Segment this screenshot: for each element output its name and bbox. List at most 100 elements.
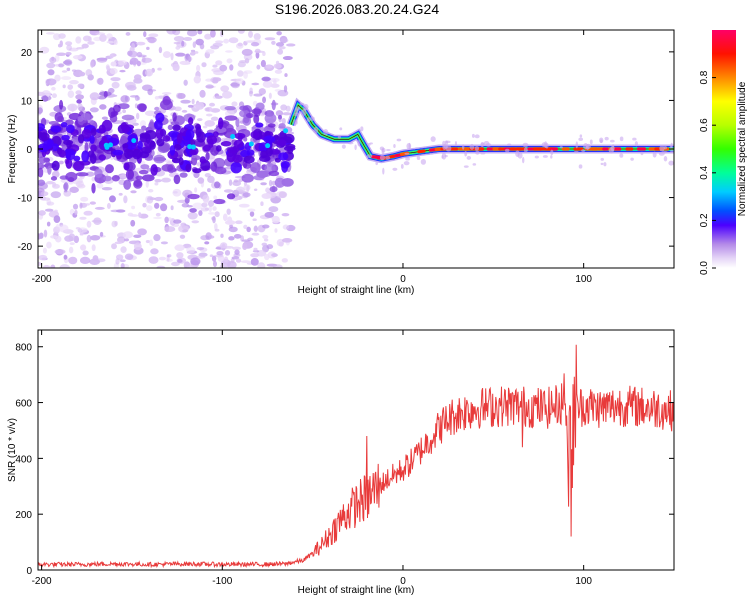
ridge-scatter (347, 141, 354, 145)
noise-blob (145, 180, 149, 188)
ridge-scatter (294, 108, 299, 115)
noise-core-blob (213, 127, 227, 133)
noise-blob (83, 210, 93, 216)
noise-blob (235, 78, 244, 85)
noise-blob (164, 226, 172, 233)
colorbar-tick-label: 0.4 (699, 165, 710, 179)
noise-blob (106, 40, 114, 44)
noise-core-blob (141, 125, 147, 131)
noise-blob (203, 200, 209, 204)
snr-y-axis: 0 200 400 600 800 (15, 343, 674, 577)
noise-blob (183, 36, 193, 41)
noise-blob (85, 171, 95, 177)
ridge-scatter (303, 103, 309, 111)
noise-peak-blob (237, 134, 243, 142)
noise-blob (212, 206, 217, 211)
noise-blob (219, 64, 228, 72)
noise-peak-blob (255, 122, 264, 128)
ridge-scatter (404, 152, 410, 155)
ridge-scatter (366, 154, 373, 159)
noise-blob (249, 211, 255, 217)
noise-blob (164, 216, 169, 224)
ridge-scatter (670, 142, 673, 149)
noise-blob (191, 98, 195, 105)
noise-blob (127, 50, 133, 57)
ridge-scatter (295, 120, 298, 125)
spectrogram-y-tick-label: 20 (21, 48, 33, 59)
noise-blob (79, 202, 83, 209)
noise-core-blob (108, 107, 116, 119)
noise-peak-blob (199, 156, 206, 164)
noise-blob (279, 38, 289, 43)
noise-blob (262, 96, 267, 104)
figure-title: S196.2026.083.20.24.G24 (275, 1, 439, 17)
noise-blob (212, 42, 223, 47)
noise-blob (236, 70, 244, 77)
noise-blob (96, 57, 108, 63)
ridge-scatter (523, 147, 528, 153)
noise-peak-blob (65, 148, 76, 161)
noise-blob (62, 84, 66, 89)
noise-blob (251, 82, 260, 86)
noise-blob (99, 104, 107, 110)
noise-blob (194, 187, 198, 193)
noise-blob (68, 233, 76, 242)
ridge-scatter (386, 148, 391, 152)
noise-peak-blob (171, 157, 181, 164)
noise-blob (172, 63, 180, 72)
noise-blob (75, 90, 82, 95)
noise-blob (246, 185, 250, 192)
noise-blob (215, 246, 222, 250)
noise-core-blob (136, 103, 147, 111)
ridge-scatter (367, 142, 371, 146)
noise-blob (64, 59, 73, 66)
noise-blob (72, 203, 79, 210)
ridge-scatter (578, 164, 583, 169)
noise-peak-blob (60, 121, 68, 128)
noise-blob (186, 246, 196, 254)
noise-blob (135, 112, 140, 120)
noise-core-blob (142, 174, 155, 182)
noise-blob (55, 223, 60, 231)
noise-blob (205, 113, 213, 117)
noise-blob (237, 61, 246, 68)
snr-series-line (38, 344, 674, 569)
ridge-scatter (504, 148, 510, 153)
noise-blob (266, 244, 274, 250)
ridge-scatter (464, 150, 468, 157)
noise-blob (268, 179, 273, 187)
ridge-scatter (466, 155, 472, 160)
noise-blob (253, 33, 261, 40)
noise-blob (122, 231, 134, 239)
noise-blob (223, 189, 234, 193)
noise-core-blob (161, 164, 174, 172)
noise-blob (38, 233, 42, 240)
noise-peak-blob (139, 151, 150, 159)
ridge-scatter (600, 162, 604, 166)
noise-peak-blob (150, 164, 158, 176)
noise-blob (123, 195, 128, 204)
noise-core-blob (250, 162, 261, 173)
noise-blob (258, 88, 266, 95)
noise-blob (273, 63, 282, 69)
ridge-scatter (603, 162, 607, 167)
noise-blob (215, 40, 224, 44)
noise-blob (275, 42, 285, 47)
noise-core-blob (65, 171, 78, 182)
noise-peak-blob (98, 124, 106, 134)
noise-blob (133, 234, 142, 238)
noise-blob (81, 43, 89, 49)
noise-blob (86, 220, 92, 228)
noise-blob (75, 226, 81, 230)
noise-blob (247, 208, 256, 212)
noise-blob (235, 186, 245, 195)
noise-core-blob (103, 90, 108, 98)
noise-core-blob (123, 179, 132, 190)
noise-blob (63, 254, 68, 260)
noise-blob (281, 258, 288, 263)
noise-core-blob (261, 76, 271, 82)
noise-blob (137, 228, 147, 236)
noise-blob (153, 216, 162, 220)
noise-blob (136, 51, 143, 58)
noise-blob (253, 93, 263, 97)
